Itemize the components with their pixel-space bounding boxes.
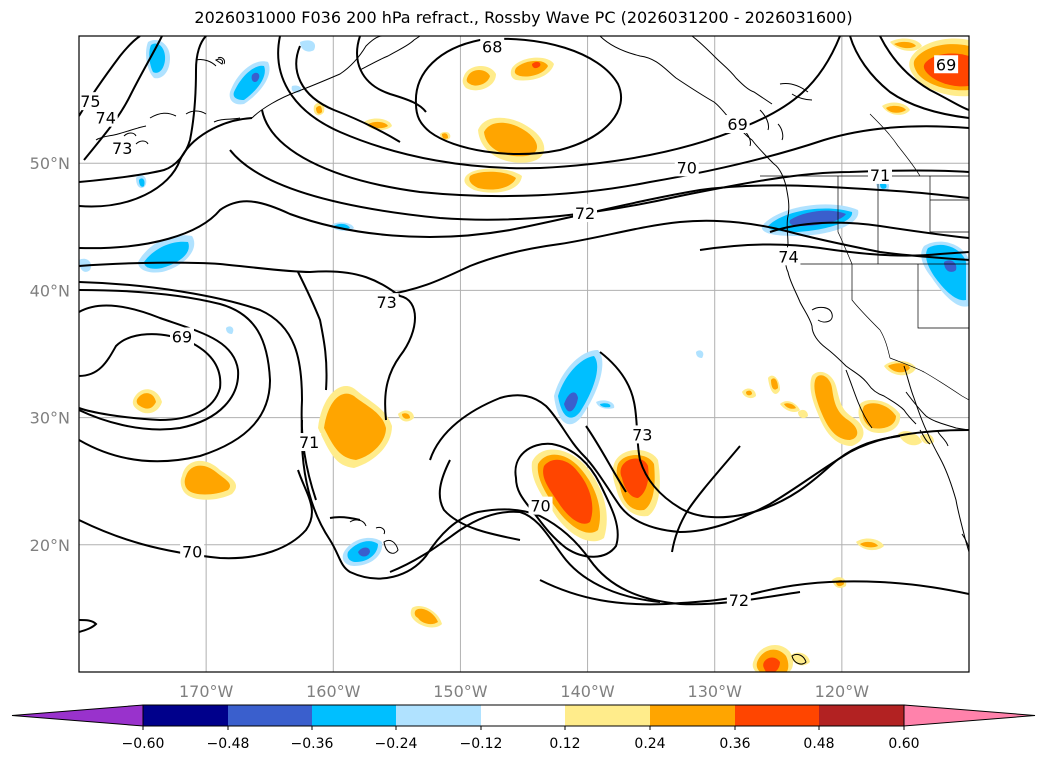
longitude-label: 150°W [433,682,488,701]
contour-label: 73 [632,425,652,444]
colorbar-segment [565,705,650,726]
longitude-label: 120°W [815,682,870,701]
longitude-label: 160°W [306,682,361,701]
longitude-label: 130°W [688,682,743,701]
colorbar-segment [143,705,228,726]
contour-label: 73 [112,139,132,158]
colorbar-tick-label: −0.36 [291,736,334,752]
colorbar-tick-label: 0.24 [634,736,665,752]
contour-label-background [934,55,959,74]
latitude-label: 50°N [30,154,70,173]
colorbar-segment [396,705,481,726]
contour-label-background [528,496,553,515]
latitude-labels: 50°N 40°N 30°N 20°N [30,154,70,555]
contour-label-background [297,433,322,452]
contour-label-background [169,327,194,346]
contour-label: 71 [870,166,890,185]
colorbar-segment [735,705,819,726]
contour-label-background [868,165,892,184]
colorbar-segment [481,705,565,726]
contour-label-background [110,139,135,158]
contour-label-background [180,542,205,561]
contour-label-background [93,108,118,127]
colorbar: −0.60 −0.48 −0.36 −0.24 −0.12 0.12 0.24 0.36 0.4… [11,704,1036,752]
latitude-label: 20°N [30,536,70,555]
contour-label: 70 [182,542,202,561]
contour-label: 71 [299,433,319,452]
contour-label: 74 [778,247,798,266]
longitude-labels: 170°W 160°W 150°W 140°W 130°W 120°W [179,682,869,701]
colorbar-frame [142,704,905,727]
contour-label-background [374,293,399,312]
map-frame [78,35,970,673]
contour-label: 69 [936,55,956,74]
colorbar-tick-label: −0.24 [375,736,418,752]
contour-label: 72 [575,204,595,223]
contour-label: 69 [172,327,192,346]
contour-label: 70 [530,497,550,516]
contour-label-background [674,158,699,177]
colorbar-tick-label: −0.12 [460,736,503,752]
colorbar-tick-label: 0.12 [549,736,580,752]
colorbar-segment [650,705,735,726]
page-title: 2026031000 F036 200 hPa refract., Rossby… [194,8,853,27]
contour-label-background [776,247,801,266]
colorbar-segment [228,705,312,726]
contour-label-background [480,37,505,56]
contour-label: 69 [727,115,747,134]
colorbar-extend-high [903,704,1036,727]
colorbar-tick-label: −0.48 [207,736,250,752]
contour-label: 70 [677,158,697,177]
colorbar-extend-low [11,704,144,727]
latitude-label: 40°N [30,281,70,300]
colorbar-tick-label: −0.60 [122,736,165,752]
contour-label: 68 [482,37,502,56]
latitude-label: 30°N [30,409,70,428]
colorbar-tick-label: 0.48 [803,736,834,752]
contour-label: 74 [96,109,116,128]
colorbar-tick-label: 0.60 [888,736,919,752]
contour-label-background [630,425,655,444]
contour-label-background [726,590,751,609]
colorbar-tick-label: 0.36 [719,736,750,752]
contour-label-background [573,204,598,223]
contour-label: 75 [80,92,100,111]
colorbar-segment [819,705,904,726]
contour-label: 73 [377,293,397,312]
contour-label: 72 [729,591,749,610]
contour-label-background [79,92,103,111]
colorbar-segment [312,705,396,726]
longitude-label: 140°W [560,682,615,701]
contour-label-background [725,115,750,134]
longitude-label: 170°W [179,682,234,701]
contour-lines [79,36,969,633]
